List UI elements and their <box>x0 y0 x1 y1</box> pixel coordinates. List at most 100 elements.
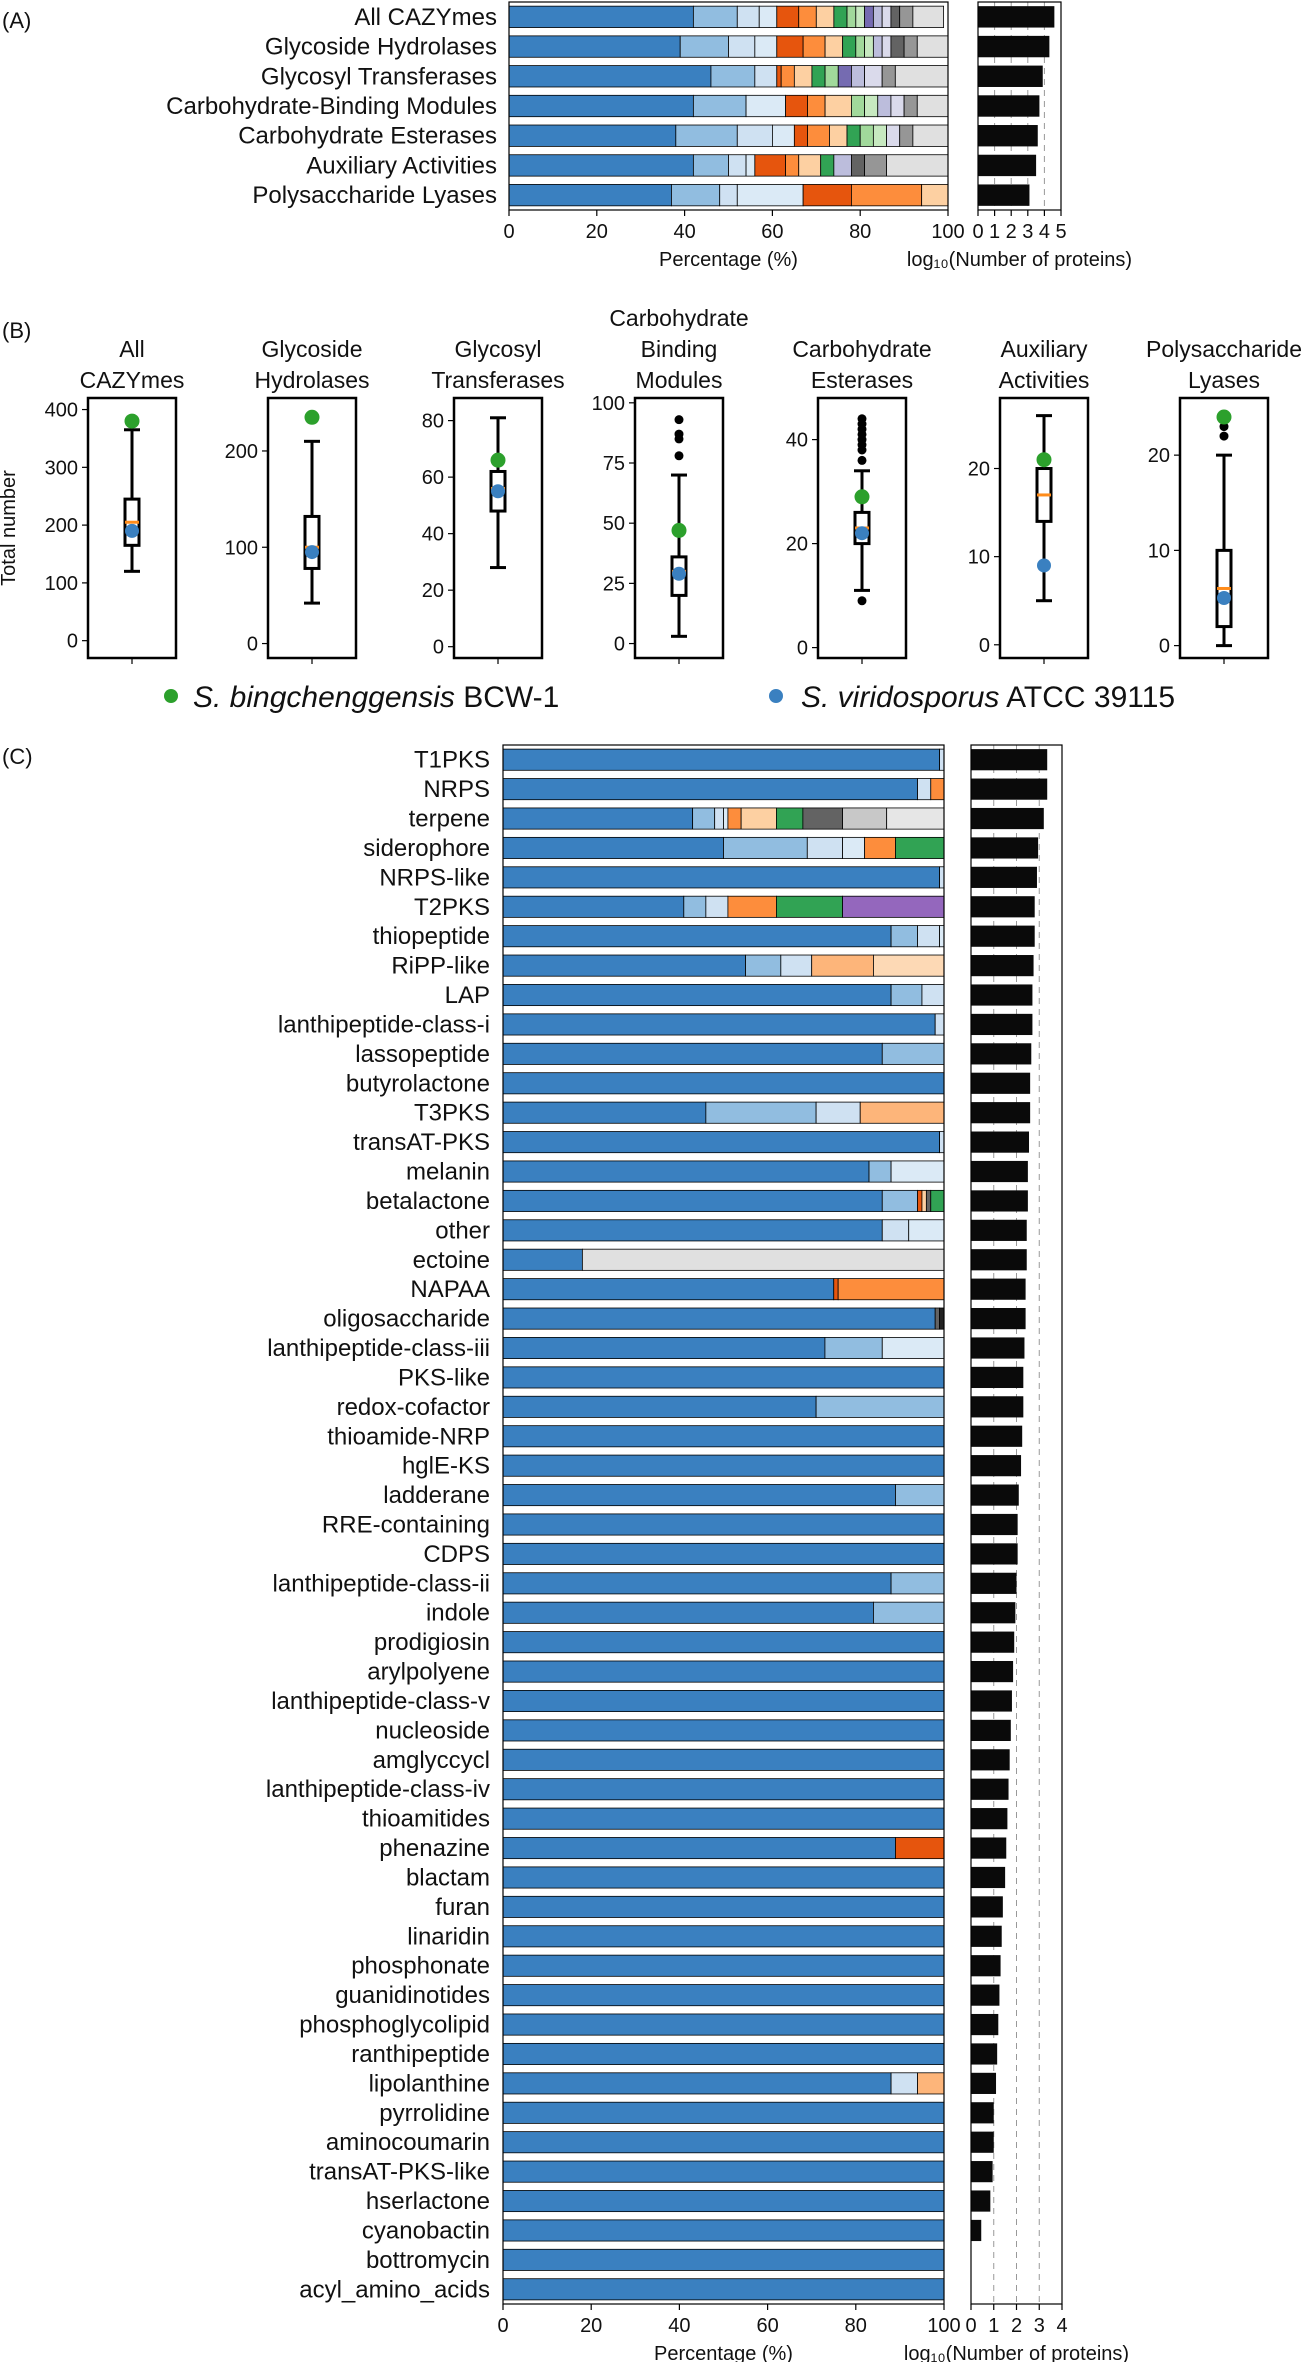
a-stacked-bar-all-cazymes-seg-3 <box>758 5 778 28</box>
a-counts-xtick-label-2: 2 <box>1006 221 1017 243</box>
a-stacked-bar-carbohydrate-binding-modules-seg-9 <box>890 94 905 118</box>
c-stacked-xtick-label-100: 100 <box>927 2315 960 2337</box>
a-stacked-xtick-label-40: 40 <box>673 221 695 243</box>
b-box-2-ytick-label-0: 0 <box>433 637 444 659</box>
a-stacked-bar-polysaccharide-lyases-seg-3 <box>736 184 804 207</box>
a-stacked-xtick-label-0: 0 <box>503 221 514 243</box>
c-stacked-bar-thiopeptide-seg-2 <box>917 925 940 948</box>
b-box-6-ytick-label-20: 20 <box>1148 445 1170 467</box>
a-stacked-label-auxiliary-activities: Auxiliary Activities <box>306 152 497 179</box>
c-counts-bar-lipolanthine <box>971 2072 997 2094</box>
c-counts-bar-lanthipeptide-class-v <box>971 1690 1012 1712</box>
c-stacked-bar-ranthipeptide-seg-0 <box>502 2042 945 2065</box>
legend-strain-bcw1: BCW-1 <box>463 681 559 714</box>
c-counts-bar-guanidinotides <box>971 1984 1000 2006</box>
c-stacked-bar-lassopeptide-seg-0 <box>502 1042 883 1065</box>
c-stacked-label-phosphonate: phosphonate <box>351 1953 490 1980</box>
panel-a: All CAZYmes Glycoside HydrolasesGlycosyl … <box>166 1 1132 271</box>
a-counts-xlabel: log₁₀(Number of proteins) <box>907 249 1132 271</box>
a-stacked-bar-glycoside-hydrolases-seg-1 <box>679 35 729 58</box>
b-box-6-marker-bcw1 <box>1216 409 1232 425</box>
b-box-5-title-1: Activities <box>999 367 1090 393</box>
a-stacked-bar-auxiliary-activities-seg-7 <box>820 154 835 177</box>
c-stacked-xtick-label-20: 20 <box>580 2315 602 2337</box>
c-stacked-bar-oligosaccharide-seg-1 <box>934 1307 940 1330</box>
a-stacked-label-carbohydrate-binding-modules: Carbohydrate-Binding Modules <box>166 93 497 120</box>
c-counts-bar-lanthipeptide-class-ii <box>971 1572 1017 1594</box>
a-stacked-bar-auxiliary-activities-seg-9 <box>851 154 865 177</box>
c-counts-bar-transat-pks <box>971 1131 1030 1153</box>
c-stacked-label-terpene: terpene <box>409 806 490 833</box>
c-stacked-bar-lanthipeptide-class-ii-seg-1 <box>890 1572 945 1595</box>
c-counts-xtick-label-3: 3 <box>1034 2315 1045 2337</box>
c-stacked-label-linaridin: linaridin <box>407 1923 490 1950</box>
a-stacked-bar-glycosyl-transferases-seg-9 <box>851 65 865 88</box>
c-counts-bar-cdps <box>971 1543 1018 1565</box>
c-counts-xtick-label-2: 2 <box>1011 2315 1022 2337</box>
c-stacked-bar-amglyccycl-seg-0 <box>502 1748 945 1771</box>
c-stacked-bar-redox-cofactor-seg-1 <box>815 1395 945 1418</box>
b-box-5-ytick-label-0: 0 <box>979 635 990 657</box>
c-stacked-bar-siderophore-seg-2 <box>806 836 843 859</box>
c-stacked-label-transat-pks-like: transAT-PKS-like <box>309 2159 490 2186</box>
c-stacked-bar-betalactone-seg-0 <box>502 1189 883 1212</box>
c-stacked-bar-betalactone-seg-3 <box>921 1189 927 1212</box>
c-stacked-bar-terpene-seg-2 <box>714 807 724 830</box>
a-stacked-label-all-cazymes: All CAZYmes <box>354 4 497 31</box>
c-stacked-bar-thiopeptide-seg-0 <box>502 925 892 948</box>
c-stacked-bar-other-seg-0 <box>502 1219 883 1242</box>
c-counts-bar-lanthipeptide-class-i <box>971 1013 1033 1036</box>
c-stacked-label-oligosaccharide: oligosaccharide <box>323 1306 490 1333</box>
b-box-3-outlier-0 <box>674 451 684 461</box>
a-counts-xtick-label-1: 1 <box>989 221 1000 243</box>
c-counts-bar-indole <box>971 1602 1016 1624</box>
c-stacked-label-lipolanthine: lipolanthine <box>369 2070 490 2097</box>
legend-species-atcc: S. viridosporus <box>801 681 999 714</box>
c-stacked-bar-ladderane-seg-1 <box>895 1484 945 1507</box>
c-stacked-bar-terpene-seg-6 <box>776 807 804 830</box>
a-stacked-bar-glycosyl-transferases-seg-3 <box>776 65 782 88</box>
c-stacked-bar-lanthipeptide-class-i-seg-0 <box>502 1013 936 1036</box>
a-stacked-bar-glycosyl-transferases-seg-0 <box>508 65 712 88</box>
c-stacked-bar-terpene-seg-1 <box>692 807 716 830</box>
c-counts-bar-lanthipeptide-class-iv <box>971 1778 1009 1800</box>
b-box-0-marker-bcw1 <box>124 413 140 429</box>
a-stacked-bar-carbohydrate-esterases-seg-12 <box>912 124 949 147</box>
c-stacked-label-pks-like: PKS-like <box>398 1364 490 1391</box>
c-counts-bar-t3pks <box>971 1102 1031 1124</box>
a-stacked-bar-carbohydrate-binding-modules-seg-10 <box>903 94 918 118</box>
a-stacked-bar-glycoside-hydrolases-seg-9 <box>864 35 874 58</box>
c-counts-bar-siderophore <box>971 837 1039 859</box>
b-box-4-ytick-label-20: 20 <box>786 534 808 556</box>
a-stacked-xtick-label-80: 80 <box>849 221 871 243</box>
a-stacked-bar-all-cazymes-seg-14 <box>899 5 914 28</box>
a-stacked-bar-all-cazymes-seg-13 <box>890 5 901 28</box>
c-stacked-bar-ripp-like-seg-1 <box>745 954 782 977</box>
a-stacked-bar-carbohydrate-esterases-seg-0 <box>508 124 677 147</box>
c-stacked-bar-ripp-like-seg-0 <box>502 954 746 977</box>
a-stacked-bar-polysaccharide-lyases-seg-6 <box>921 184 949 207</box>
a-stacked-bar-carbohydrate-binding-modules-seg-1 <box>692 94 747 118</box>
c-stacked-bar-terpene-seg-3 <box>723 807 729 830</box>
a-stacked-bar-glycoside-hydrolases-seg-7 <box>842 35 857 58</box>
c-stacked-bar-nucleoside-seg-0 <box>502 1719 945 1742</box>
b-box-3-ytick-label-25: 25 <box>603 573 625 595</box>
a-stacked-bar-carbohydrate-esterases-seg-8 <box>859 124 874 147</box>
c-stacked-label-arylpolyene: arylpolyene <box>367 1659 490 1686</box>
a-stacked-bar-polysaccharide-lyases-seg-5 <box>851 184 923 207</box>
c-stacked-bar-lanthipeptide-class-i-seg-1 <box>934 1013 945 1036</box>
c-stacked-label-lanthipeptide-class-i: lanthipeptide-class-i <box>278 1011 490 1038</box>
c-stacked-bar-melanin-seg-0 <box>502 1160 870 1183</box>
b-box-6-marker-atcc <box>1217 591 1231 605</box>
c-stacked-bar-t3pks-seg-3 <box>859 1101 945 1124</box>
c-stacked-bar-lanthipeptide-class-iii-seg-2 <box>881 1337 945 1359</box>
a-stacked-bar-glycoside-hydrolases-seg-4 <box>776 35 804 58</box>
c-stacked-bar-phenazine-seg-1 <box>895 1837 945 1860</box>
b-box-2-ytick-label-60: 60 <box>422 467 444 489</box>
c-stacked-bar-other-seg-1 <box>881 1219 910 1242</box>
b-box-6-title-1: Lyases <box>1188 367 1260 393</box>
b-box-0-title-0: All <box>119 336 145 362</box>
a-stacked-bar-glycoside-hydrolases-seg-14 <box>916 35 949 58</box>
c-stacked-bar-redox-cofactor-seg-0 <box>502 1395 817 1418</box>
c-stacked-xlabel: Percentage (%) <box>654 2343 793 2362</box>
